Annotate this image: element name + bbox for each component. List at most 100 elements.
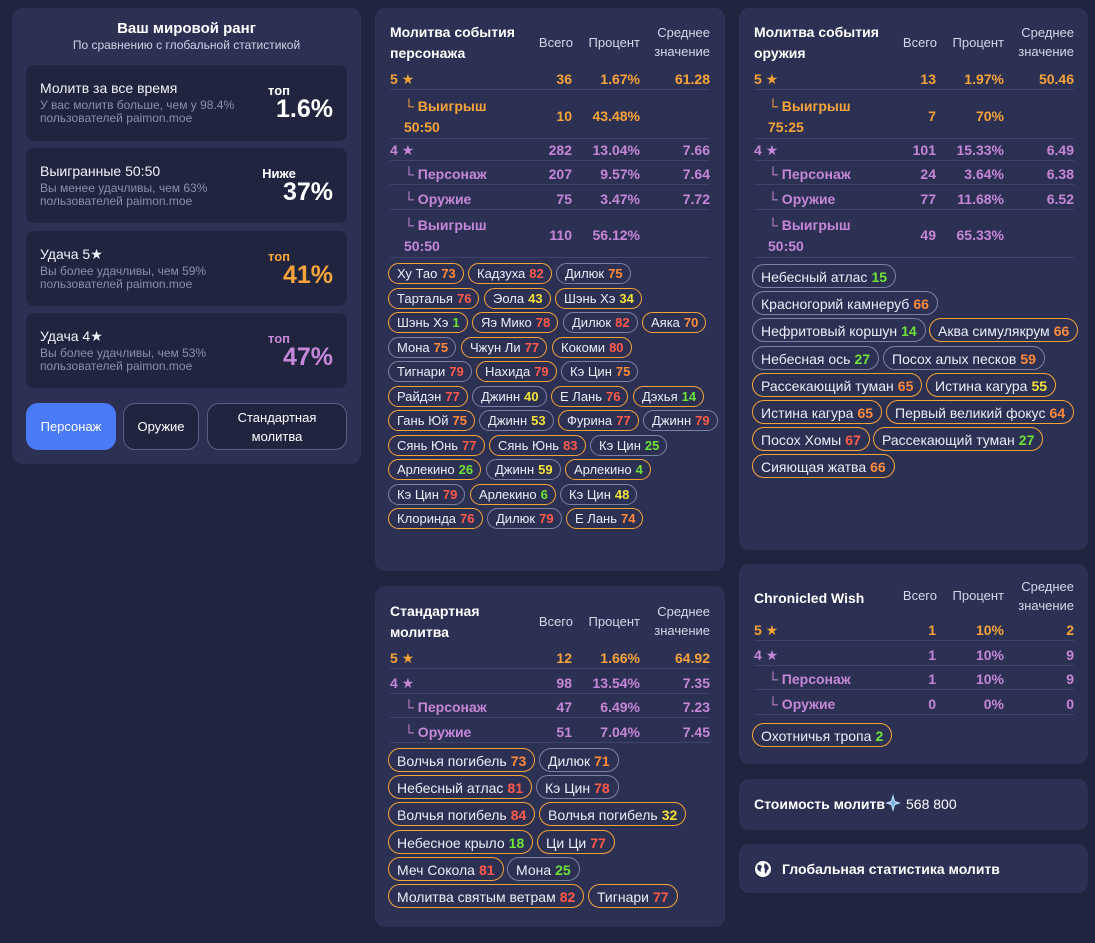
row-total: 101 xyxy=(912,141,936,158)
pull-chip: Кэ Цин 25 xyxy=(590,434,668,456)
header-total: Всего xyxy=(902,588,937,603)
chip-name: Рассекающий туман xyxy=(882,432,1015,449)
pull-chip: Небесное крыло 18 xyxy=(388,829,534,854)
chip-pity: 14 xyxy=(901,323,917,340)
pull-chip: Тигнари 77 xyxy=(588,884,678,908)
tab-weapon[interactable]: Оружие xyxy=(123,403,199,450)
header-percent: Процент xyxy=(952,588,1004,603)
chip-pity: 78 xyxy=(535,315,551,330)
header-percent: Процент xyxy=(588,614,640,629)
row-label: 5 ★ xyxy=(754,622,779,638)
rank-description: Вы более удачливы, чем 59% пользователей… xyxy=(40,264,207,291)
pull-chip: Эола 43 xyxy=(484,287,551,309)
chip-pity: 75 xyxy=(433,339,449,355)
chip-name: Кокоми xyxy=(561,339,606,355)
pull-chip: Кэ Цин 75 xyxy=(561,361,639,382)
pull-chip: Райдэн 77 xyxy=(388,385,468,407)
pull-chip: Арлекино 4 xyxy=(565,459,651,480)
stat-row: 5 ★ 12 1.66% 64.92 xyxy=(390,647,710,669)
row-percent: 43.48% xyxy=(592,107,640,124)
chip-name: Тарталья xyxy=(397,290,453,306)
row-total: 51 xyxy=(556,723,572,740)
tab-character[interactable]: Персонаж xyxy=(26,403,116,450)
chip-pity: 59 xyxy=(1020,350,1036,367)
chip-pity: 27 xyxy=(1018,432,1035,449)
row-label: └ Персонаж xyxy=(768,166,851,182)
pull-chip: Мона 25 xyxy=(507,856,580,881)
chip-pity: 82 xyxy=(615,315,630,330)
chip-name: Райдэн xyxy=(397,388,442,404)
pull-chip: Е Лань 76 xyxy=(551,385,629,407)
chip-pity: 64 xyxy=(1049,405,1066,421)
stat-row: └ Выигрыш 50:50 10 43.48% xyxy=(390,93,710,139)
wish-cost-value: 568 800 xyxy=(906,796,957,812)
stat-row: └ Оружие 75 3.47% 7.72 xyxy=(390,188,710,210)
chip-name: Е Лань xyxy=(575,511,617,526)
header-average: Среднее значение xyxy=(654,25,710,59)
stat-row: └ Оружие 77 11.68% 6.52 xyxy=(754,188,1074,210)
chip-pity: 75 xyxy=(615,364,631,379)
pull-chip: Нахида 79 xyxy=(476,361,557,382)
chip-name: Арлекино xyxy=(397,462,455,477)
chip-pity: 79 xyxy=(695,413,710,428)
stat-row: 4 ★ 282 13.04% 7.66 xyxy=(390,139,710,161)
row-total: 0 xyxy=(928,695,936,712)
pull-chip: Кэ Цин 48 xyxy=(560,483,638,505)
pull-chip: Посох алых песков 59 xyxy=(883,345,1045,370)
chip-pity: 82 xyxy=(559,889,576,905)
chip-name: Красногорий камнеруб xyxy=(761,296,910,313)
chip-pity: 65 xyxy=(897,377,914,394)
row-label: └ Выигрыш 50:50 xyxy=(404,217,487,254)
row-percent: 10% xyxy=(975,646,1004,663)
row-percent: 65.33% xyxy=(956,227,1004,243)
row-average: 6.49 xyxy=(1046,141,1074,158)
pull-chip: Сияющая жатва 66 xyxy=(752,454,895,479)
header-percent: Процент xyxy=(588,35,640,50)
chip-pity: 18 xyxy=(508,834,525,851)
rank-box-5050: Выигранные 50:50 Вы менее удачливы, чем … xyxy=(26,148,347,223)
row-label: └ Оружие xyxy=(404,723,472,740)
row-percent: 7.04% xyxy=(600,723,640,740)
tab-standard[interactable]: Стандартная молитва xyxy=(207,403,347,450)
pull-chip: Охотничья тропа 2 xyxy=(752,723,893,747)
row-total: 1 xyxy=(928,671,936,687)
panel-title: Chronicled Wish xyxy=(754,590,865,606)
chip-name: Кэ Цин xyxy=(570,364,612,379)
header-total: Всего xyxy=(902,35,937,50)
chip-name: Дилюк xyxy=(565,266,605,281)
chip-pity: 65 xyxy=(857,405,874,421)
chip-name: Нефритовый коршун xyxy=(761,323,898,340)
global-stats-link[interactable]: Глобальная статистика молитв xyxy=(739,844,1088,893)
standard-wish-panel: Стандартная молитва Всего Процент Средне… xyxy=(375,586,725,927)
header-average: Среднее значение xyxy=(654,604,710,638)
rank-value: 37% xyxy=(282,178,333,206)
row-average: 6.52 xyxy=(1046,190,1074,207)
chip-pity: 40 xyxy=(524,388,539,404)
weapon-event-wish-panel: Молитва события оружия Всего Процент Сре… xyxy=(739,8,1088,550)
pull-chip: Аяка 70 xyxy=(642,312,707,333)
pull-chip: Дилюк 71 xyxy=(539,748,619,772)
chip-pity: 14 xyxy=(681,388,697,404)
row-percent: 1.97% xyxy=(964,71,1004,87)
chip-pity: 70 xyxy=(683,315,699,330)
rank-qualifier: топ xyxy=(268,83,290,98)
rank-value: 47% xyxy=(282,343,333,371)
rank-qualifier: Ниже xyxy=(262,166,296,181)
row-average: 2 xyxy=(1066,622,1074,638)
chip-name: Небесное крыло xyxy=(397,834,505,851)
chip-name: Меч Сокола xyxy=(397,861,475,878)
chip-name: Е Лань xyxy=(560,388,602,404)
chip-name: Мона xyxy=(397,339,430,355)
row-total: 98 xyxy=(556,674,572,691)
pull-chip: Гань Юй 75 xyxy=(388,410,475,431)
pull-chip: Кэ Цин 79 xyxy=(388,483,466,505)
chip-pity: 83 xyxy=(563,437,578,453)
pull-chip: Истина кагура 55 xyxy=(926,372,1057,397)
chip-pity: 2 xyxy=(875,728,884,744)
pull-chip: Небесный атлас 81 xyxy=(388,775,533,800)
chip-pity: 80 xyxy=(609,339,624,355)
pull-chip: Рассекающий туман 27 xyxy=(873,427,1044,452)
row-total: 110 xyxy=(549,227,572,243)
panel-title: Молитва события оружия xyxy=(754,24,879,61)
row-average: 50.46 xyxy=(1038,71,1074,87)
